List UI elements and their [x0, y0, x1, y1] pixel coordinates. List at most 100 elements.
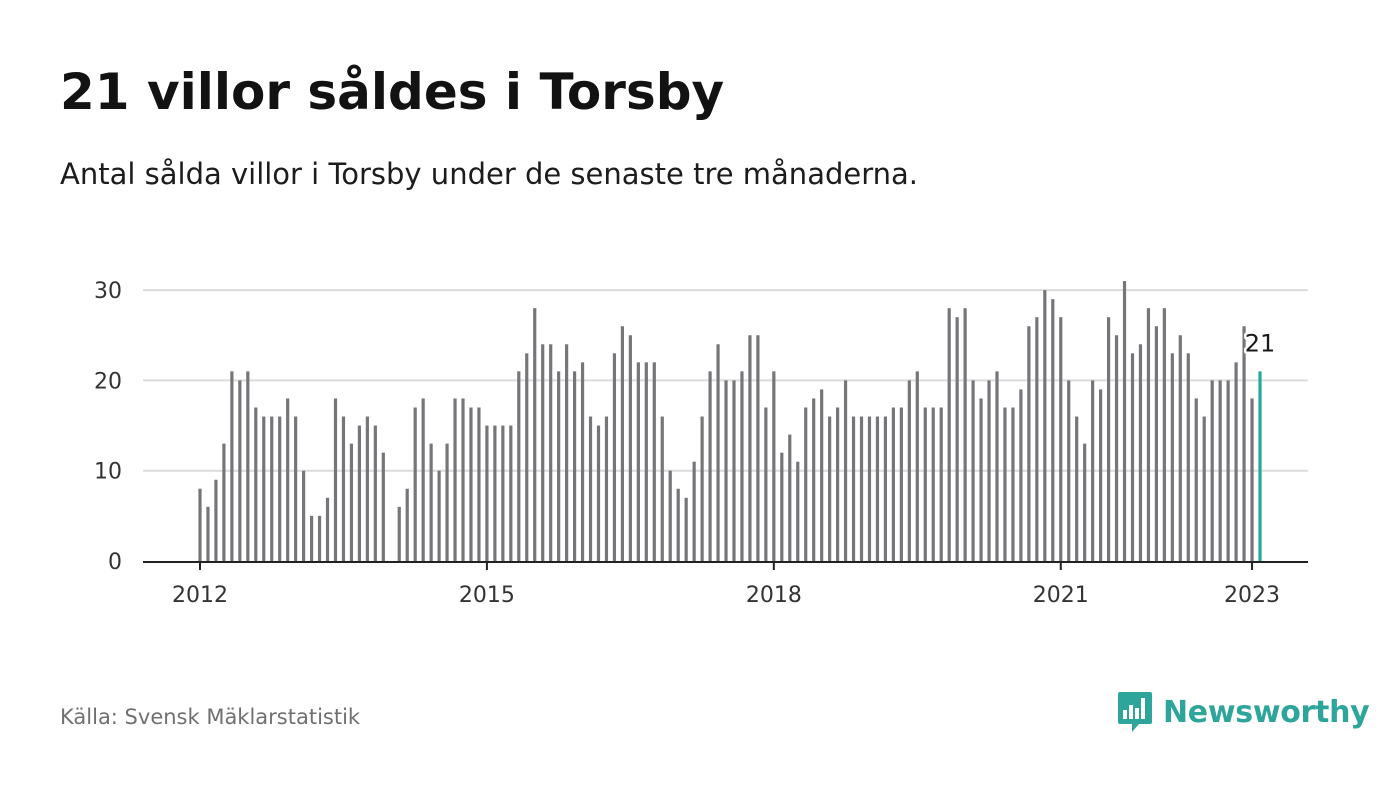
bar — [828, 416, 832, 561]
bar — [796, 461, 800, 561]
bar — [325, 497, 330, 561]
bar — [987, 380, 991, 561]
bar — [1210, 380, 1214, 561]
y-tick-label-0: 0 — [108, 550, 122, 575]
bar — [461, 398, 465, 561]
bar — [1162, 308, 1166, 561]
bar — [596, 425, 601, 561]
bar — [1106, 317, 1111, 561]
bar — [875, 416, 880, 561]
bar — [851, 416, 856, 561]
bar — [971, 380, 975, 561]
bar — [1091, 380, 1095, 561]
bar — [684, 497, 688, 561]
bar — [1059, 317, 1063, 561]
bar — [541, 344, 545, 561]
bar — [676, 488, 680, 561]
bar — [549, 344, 553, 561]
bar — [365, 416, 369, 561]
bar — [788, 434, 792, 561]
source-note: Källa: Svensk Mäklarstatistik — [60, 705, 361, 729]
bar — [764, 407, 768, 561]
bar — [883, 416, 888, 561]
bar — [302, 470, 306, 561]
bar — [1043, 290, 1047, 561]
chart-title: 21 villor såldes i Torsby — [60, 63, 725, 121]
bar — [565, 344, 569, 561]
bar — [700, 416, 704, 561]
bar — [812, 398, 816, 561]
newsworthy-logo: Newsworthy — [1117, 690, 1370, 734]
bar — [724, 380, 728, 561]
bar — [437, 470, 441, 561]
bar — [198, 488, 202, 561]
bar — [716, 344, 720, 561]
bar — [1250, 398, 1254, 561]
bar — [349, 443, 354, 561]
bar — [397, 506, 401, 561]
x-tick-label-2015: 2015 — [459, 583, 515, 608]
bar — [1226, 380, 1230, 561]
bar — [278, 416, 282, 561]
bar — [469, 407, 473, 561]
highlight-value-halo: 21 — [1245, 329, 1276, 357]
bar — [485, 425, 489, 561]
x-tick-label-2018: 2018 — [746, 583, 802, 608]
bar — [620, 326, 625, 561]
bar — [246, 371, 250, 561]
bar — [1154, 326, 1158, 561]
bar — [612, 353, 617, 561]
bar — [493, 425, 497, 561]
bar — [899, 407, 903, 561]
bar — [453, 398, 457, 561]
bar — [772, 371, 776, 561]
bar — [756, 335, 760, 561]
bar — [533, 308, 537, 561]
bar — [804, 407, 808, 561]
bar — [947, 308, 951, 561]
bar — [381, 452, 385, 561]
bar — [740, 371, 744, 561]
bar — [891, 407, 895, 561]
bar — [1114, 335, 1119, 561]
highlight-value-label: 21 — [1245, 329, 1276, 357]
bar — [1186, 353, 1190, 561]
bar — [843, 380, 848, 561]
bar — [405, 488, 409, 561]
bar — [923, 407, 927, 561]
bar — [732, 380, 736, 561]
bar — [1170, 353, 1174, 561]
bar — [995, 371, 999, 561]
bar — [1003, 407, 1007, 561]
bar — [1035, 317, 1039, 561]
bar — [915, 371, 919, 561]
bar — [357, 425, 361, 561]
bar — [588, 416, 593, 561]
bar — [780, 452, 784, 561]
newsworthy-logo-text: Newsworthy — [1163, 694, 1370, 730]
bar — [1218, 380, 1222, 561]
bar — [1067, 380, 1071, 561]
y-tick-label-20: 20 — [94, 369, 122, 394]
bar — [214, 479, 218, 561]
bar — [692, 461, 696, 561]
bar — [708, 371, 712, 561]
bar — [1099, 389, 1103, 561]
bar — [820, 389, 824, 561]
bar — [286, 398, 290, 561]
bar — [604, 416, 609, 561]
bar — [1019, 389, 1023, 561]
bar — [373, 425, 377, 561]
bar — [1242, 326, 1246, 561]
bar — [580, 362, 585, 561]
bar — [836, 407, 840, 561]
bar — [1202, 416, 1206, 561]
x-tick-label-2021: 2021 — [1033, 583, 1089, 608]
bar — [445, 443, 449, 561]
bar — [1027, 326, 1031, 561]
bar — [963, 308, 967, 561]
bar — [270, 416, 274, 561]
bar — [955, 317, 959, 561]
